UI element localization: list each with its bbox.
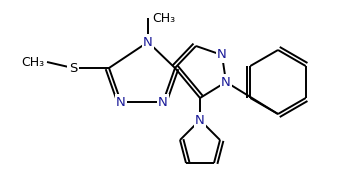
Text: N: N [158,96,168,108]
Text: N: N [116,96,126,108]
Text: CH₃: CH₃ [21,56,44,68]
Text: CH₃: CH₃ [152,13,175,25]
Text: N: N [221,76,231,88]
Text: N: N [143,35,153,48]
Text: N: N [195,114,205,126]
Text: S: S [69,62,77,74]
Text: N: N [217,48,227,62]
